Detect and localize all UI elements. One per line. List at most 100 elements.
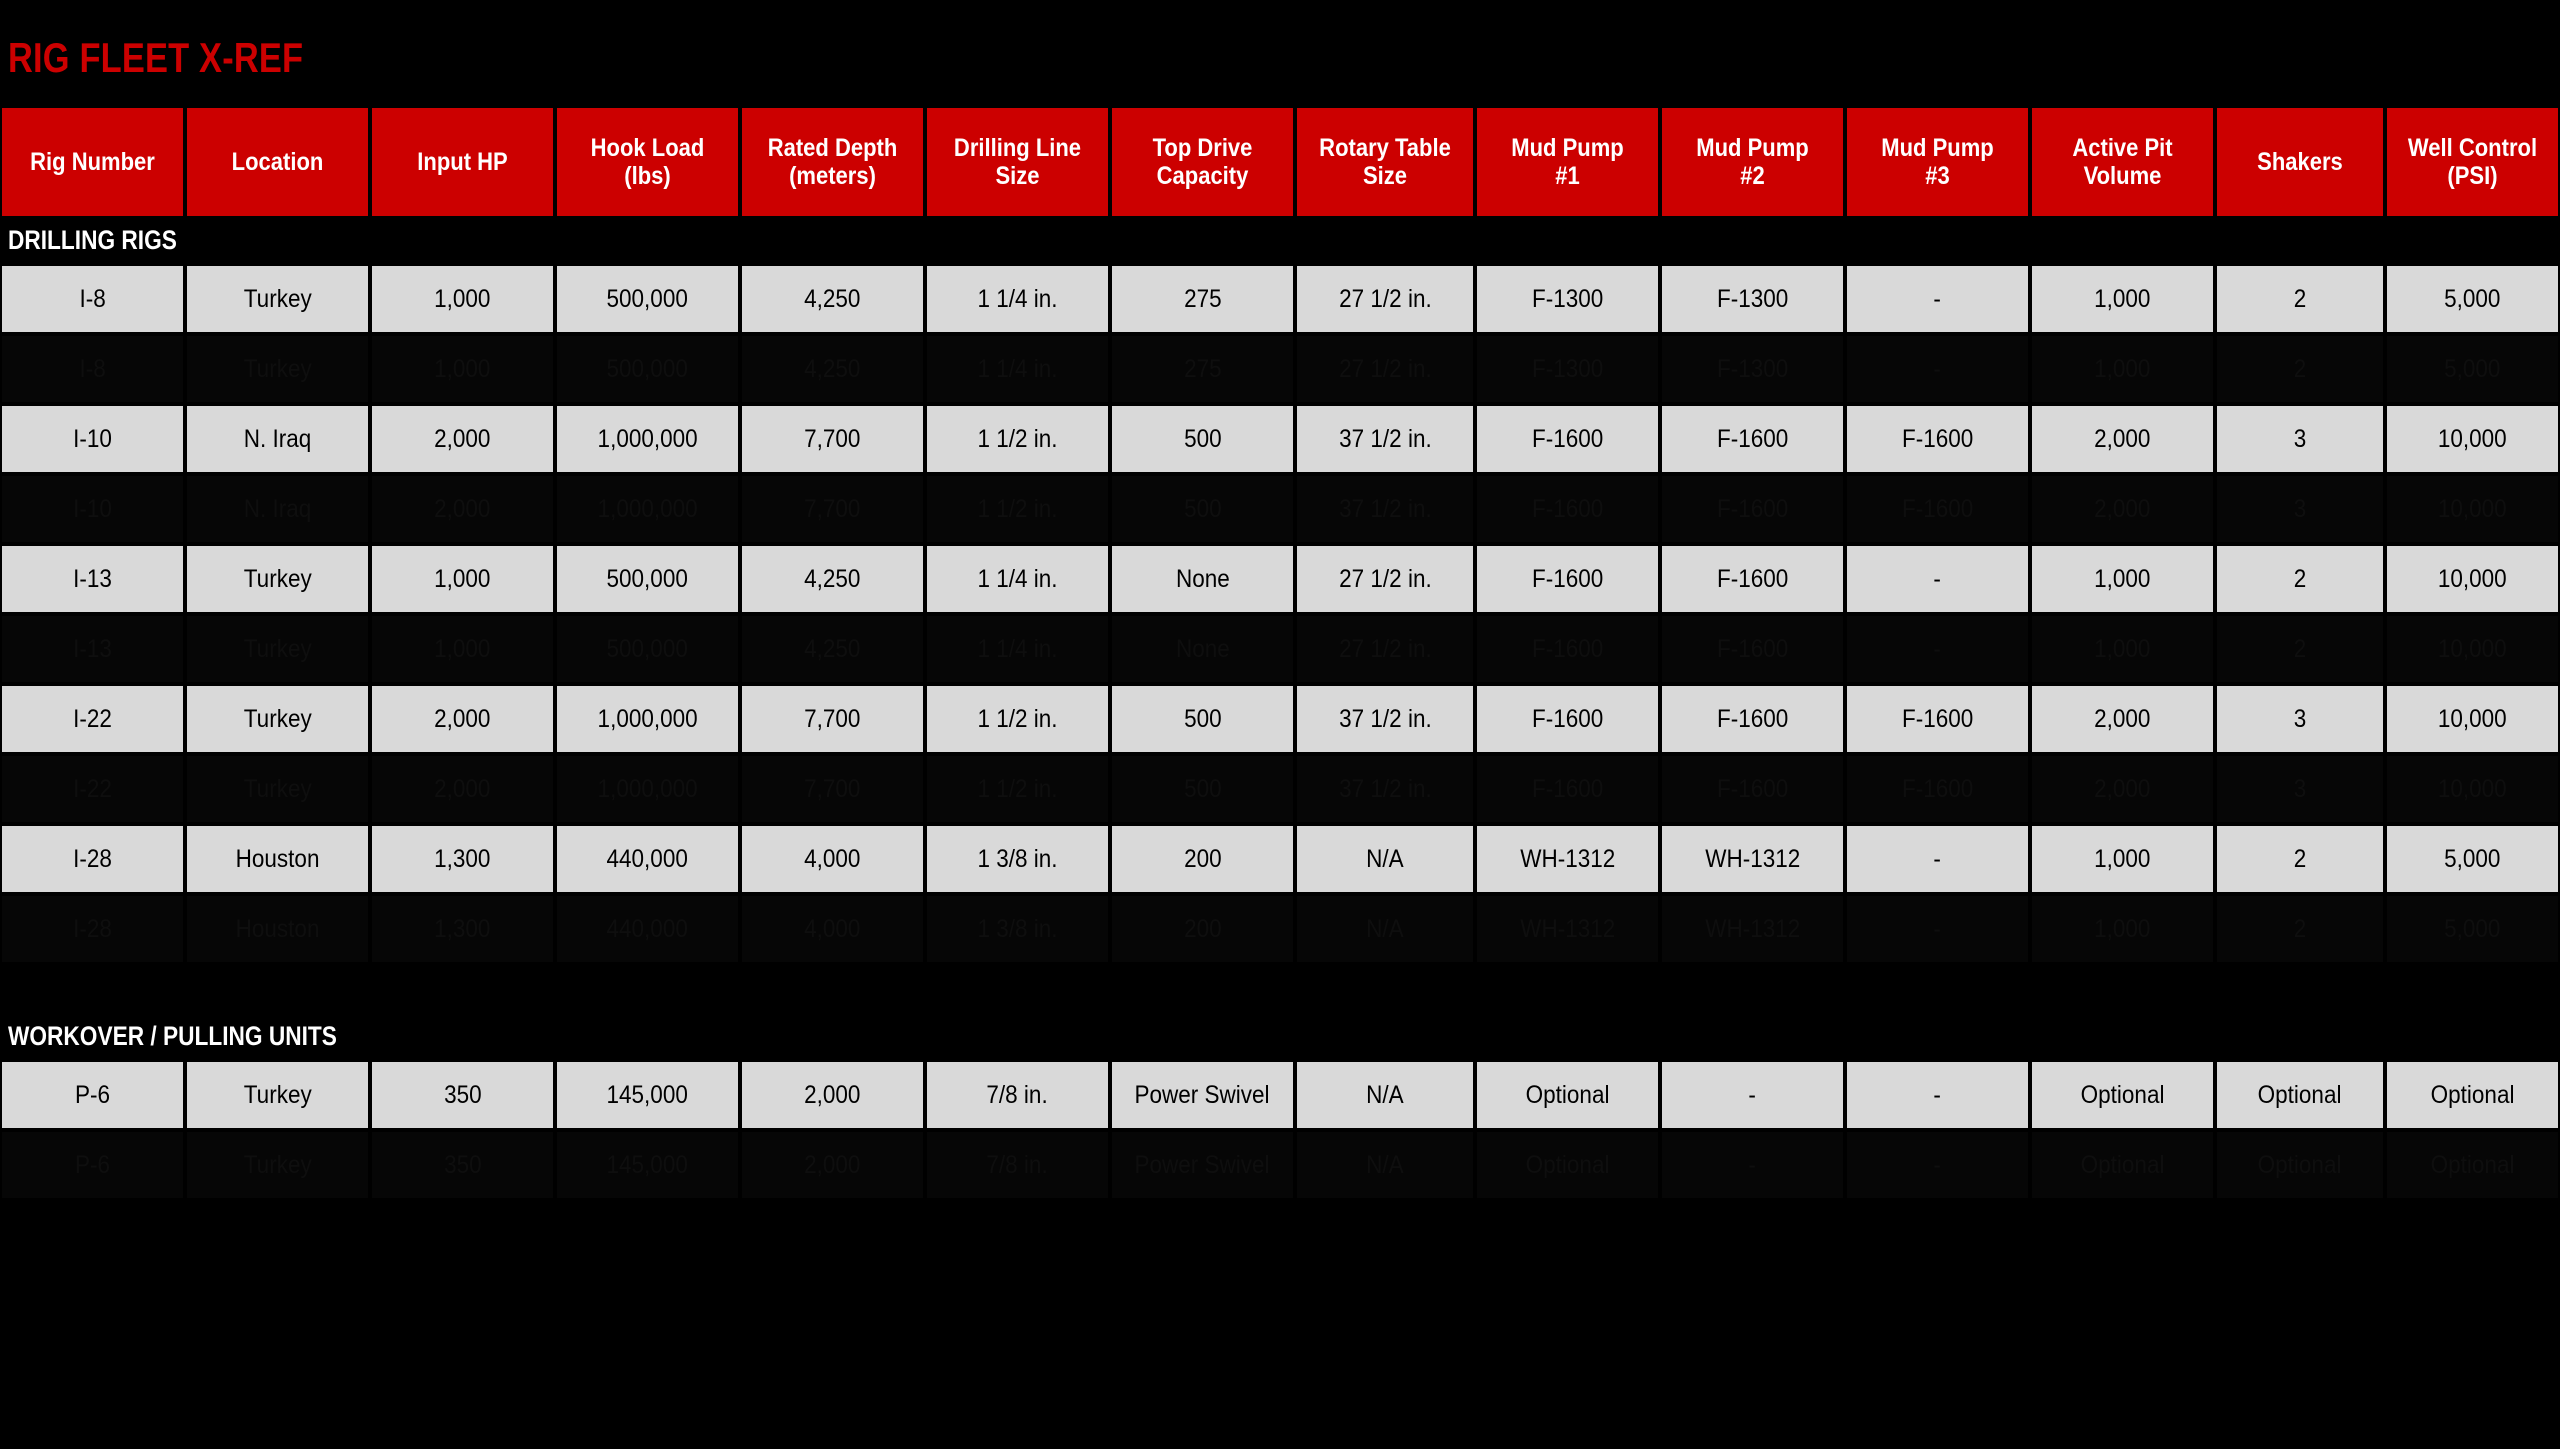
column-header-2[interactable]: Location bbox=[185, 108, 370, 216]
table-cell[interactable]: I-22 bbox=[0, 684, 185, 754]
table-cell[interactable]: 145,000 bbox=[555, 1060, 740, 1130]
table-row[interactable]: I-10 N. Iraq 2,000 1,000,000 7,700 1 1/2 in. 5… bbox=[0, 404, 2560, 474]
table-cell[interactable]: 10,000 bbox=[2385, 404, 2560, 474]
table-cell[interactable]: - bbox=[1845, 1060, 2030, 1130]
table-cell[interactable]: 1,300 bbox=[370, 824, 555, 894]
table-cell[interactable]: F-1600 bbox=[1660, 684, 1845, 754]
table-cell[interactable]: 5,000 bbox=[2385, 824, 2560, 894]
table-cell[interactable]: 3 bbox=[2215, 404, 2385, 474]
table-cell[interactable]: F-1600 bbox=[1660, 544, 1845, 614]
table-cell[interactable]: F-1600 bbox=[1475, 684, 1660, 754]
table-cell[interactable]: F-1600 bbox=[1475, 404, 1660, 474]
table-cell[interactable]: Optional bbox=[2215, 1060, 2385, 1130]
column-header-9[interactable]: Mud Pump #1 bbox=[1475, 108, 1660, 216]
table-cell[interactable]: 2,000 bbox=[370, 684, 555, 754]
table-cell[interactable]: 1,000,000 bbox=[555, 684, 740, 754]
table-cell[interactable]: 27 1/2 in. bbox=[1295, 544, 1475, 614]
table-cell[interactable]: Turkey bbox=[185, 264, 370, 334]
table-cell[interactable]: F-1600 bbox=[1660, 404, 1845, 474]
table-cell[interactable]: 5,000 bbox=[2385, 264, 2560, 334]
table-cell[interactable]: 1 1/2 in. bbox=[925, 404, 1110, 474]
table-cell[interactable]: 500,000 bbox=[555, 264, 740, 334]
table-cell[interactable]: N/A bbox=[1295, 824, 1475, 894]
table-cell[interactable]: 7,700 bbox=[740, 684, 925, 754]
table-cell[interactable]: 2,000 bbox=[2030, 684, 2215, 754]
table-cell[interactable]: 3 bbox=[2215, 684, 2385, 754]
table-cell[interactable]: Houston bbox=[185, 824, 370, 894]
column-header-14[interactable]: Well Control (PSI) bbox=[2385, 108, 2560, 216]
table-cell[interactable]: 2,000 bbox=[370, 404, 555, 474]
table-cell[interactable]: I-8 bbox=[0, 264, 185, 334]
column-header-7[interactable]: Top Drive Capacity bbox=[1110, 108, 1295, 216]
table-cell[interactable]: 2 bbox=[2215, 824, 2385, 894]
table-row[interactable]: P-6 Turkey 350 145,000 2,000 7/8 in. Power Swi… bbox=[0, 1060, 2560, 1130]
table-cell[interactable]: 275 bbox=[1110, 264, 1295, 334]
column-header-4[interactable]: Hook Load (lbs) bbox=[555, 108, 740, 216]
table-cell[interactable]: Turkey bbox=[185, 1060, 370, 1130]
table-cell[interactable]: F-1600 bbox=[1475, 544, 1660, 614]
table-cell[interactable]: None bbox=[1110, 544, 1295, 614]
table-cell[interactable]: F-1600 bbox=[1845, 404, 2030, 474]
table-cell[interactable]: Optional bbox=[2385, 1060, 2560, 1130]
table-cell[interactable]: 500 bbox=[1110, 684, 1295, 754]
column-header-11[interactable]: Mud Pump #3 bbox=[1845, 108, 2030, 216]
table-cell[interactable]: - bbox=[1845, 264, 2030, 334]
table-row[interactable]: I-8 Turkey 1,000 500,000 4,250 1 1/4 in. 275 27… bbox=[0, 264, 2560, 334]
column-header-3[interactable]: Input HP bbox=[370, 108, 555, 216]
table-cell[interactable]: I-28 bbox=[0, 824, 185, 894]
table-cell[interactable]: 1,000 bbox=[370, 544, 555, 614]
table-cell[interactable]: P-6 bbox=[0, 1060, 185, 1130]
table-cell[interactable]: 2,000 bbox=[740, 1060, 925, 1130]
table-cell[interactable]: F-1300 bbox=[1660, 264, 1845, 334]
table-cell[interactable]: 1,000 bbox=[2030, 544, 2215, 614]
table-cell[interactable]: 500,000 bbox=[555, 544, 740, 614]
table-cell[interactable]: 1 3/8 in. bbox=[925, 824, 1110, 894]
table-row[interactable]: I-13 Turkey 1,000 500,000 4,250 1 1/4 in. None… bbox=[0, 544, 2560, 614]
table-cell[interactable]: 1,000 bbox=[2030, 264, 2215, 334]
table-cell[interactable]: 4,000 bbox=[740, 824, 925, 894]
table-cell[interactable]: 1 1/4 in. bbox=[925, 264, 1110, 334]
table-cell[interactable]: - bbox=[1845, 544, 2030, 614]
table-cell[interactable]: 4,250 bbox=[740, 544, 925, 614]
table-cell[interactable]: 7/8 in. bbox=[925, 1060, 1110, 1130]
table-cell[interactable]: - bbox=[1845, 824, 2030, 894]
table-cell[interactable]: 37 1/2 in. bbox=[1295, 684, 1475, 754]
table-cell[interactable]: 4,250 bbox=[740, 264, 925, 334]
column-header-8[interactable]: Rotary Table Size bbox=[1295, 108, 1475, 216]
table-cell[interactable]: 1,000 bbox=[370, 264, 555, 334]
table-cell[interactable]: Power Swivel bbox=[1110, 1060, 1295, 1130]
table-cell[interactable]: 2 bbox=[2215, 264, 2385, 334]
table-cell[interactable]: Turkey bbox=[185, 544, 370, 614]
table-cell[interactable]: 440,000 bbox=[555, 824, 740, 894]
table-cell[interactable]: - bbox=[1660, 1060, 1845, 1130]
table-cell[interactable]: Turkey bbox=[185, 684, 370, 754]
column-header-5[interactable]: Rated Depth (meters) bbox=[740, 108, 925, 216]
table-cell[interactable]: 350 bbox=[370, 1060, 555, 1130]
table-cell[interactable]: 10,000 bbox=[2385, 544, 2560, 614]
table-cell[interactable]: 200 bbox=[1110, 824, 1295, 894]
column-header-13[interactable]: Shakers bbox=[2215, 108, 2385, 216]
table-cell[interactable]: F-1300 bbox=[1475, 264, 1660, 334]
column-header-1[interactable]: Rig Number bbox=[0, 108, 185, 216]
table-cell[interactable]: 7,700 bbox=[740, 404, 925, 474]
table-row[interactable]: I-22 Turkey 2,000 1,000,000 7,700 1 1/2 in. 50… bbox=[0, 684, 2560, 754]
table-cell[interactable]: Optional bbox=[2030, 1060, 2215, 1130]
table-cell[interactable]: WH-1312 bbox=[1475, 824, 1660, 894]
table-cell[interactable]: 2,000 bbox=[2030, 404, 2215, 474]
table-cell[interactable]: N/A bbox=[1295, 1060, 1475, 1130]
table-cell[interactable]: I-13 bbox=[0, 544, 185, 614]
table-cell[interactable]: F-1600 bbox=[1845, 684, 2030, 754]
table-cell[interactable]: Optional bbox=[1475, 1060, 1660, 1130]
table-cell[interactable]: 27 1/2 in. bbox=[1295, 264, 1475, 334]
table-cell[interactable]: 1 1/4 in. bbox=[925, 544, 1110, 614]
table-cell[interactable]: 10,000 bbox=[2385, 684, 2560, 754]
column-header-10[interactable]: Mud Pump #2 bbox=[1660, 108, 1845, 216]
column-header-6[interactable]: Drilling Line Size bbox=[925, 108, 1110, 216]
table-cell[interactable]: 500 bbox=[1110, 404, 1295, 474]
table-row[interactable]: I-28 Houston 1,300 440,000 4,000 1 3/8 in. 200… bbox=[0, 824, 2560, 894]
table-cell[interactable]: 1,000,000 bbox=[555, 404, 740, 474]
table-cell[interactable]: N. Iraq bbox=[185, 404, 370, 474]
table-cell[interactable]: 2 bbox=[2215, 544, 2385, 614]
table-cell[interactable]: WH-1312 bbox=[1660, 824, 1845, 894]
table-cell[interactable]: 37 1/2 in. bbox=[1295, 404, 1475, 474]
